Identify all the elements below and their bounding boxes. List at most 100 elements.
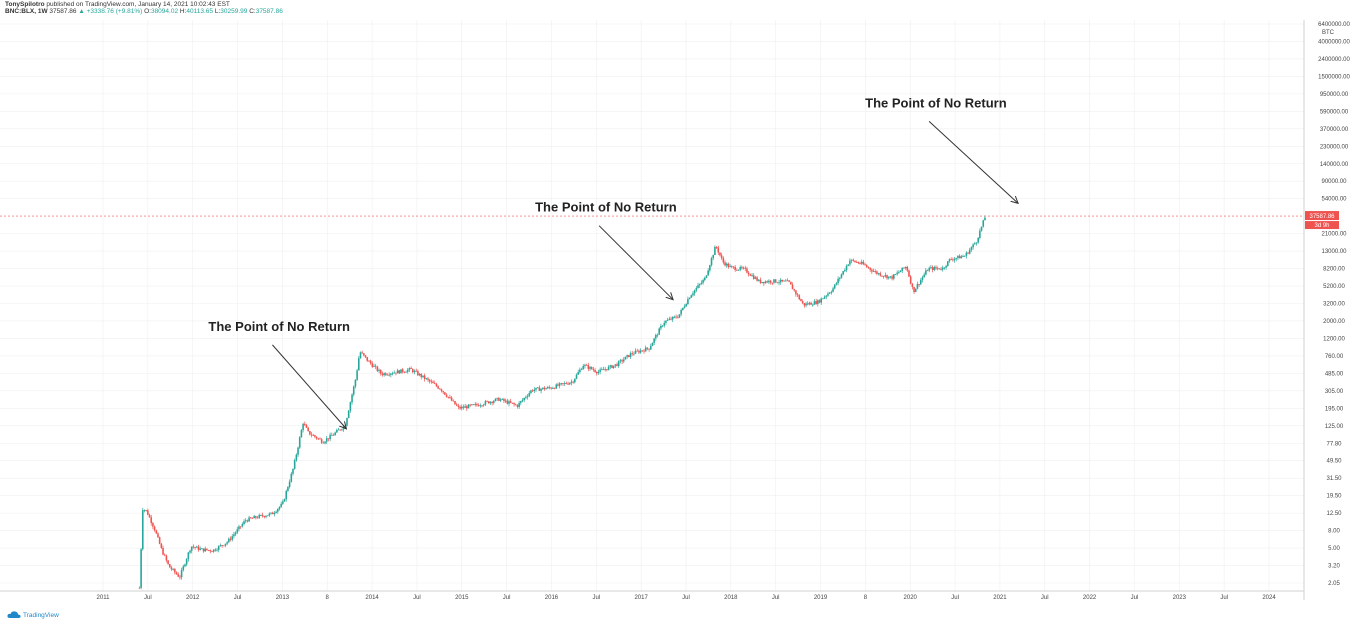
candle-body [374, 365, 377, 367]
candle-body [324, 441, 326, 444]
candle-body [628, 355, 630, 358]
candle-body [953, 258, 956, 261]
candle-body [854, 260, 856, 263]
candle-body [965, 252, 968, 256]
candle-body [768, 280, 770, 283]
candle-body [881, 275, 883, 277]
candle-body [575, 374, 578, 379]
candle-body [565, 383, 568, 384]
candle-body [707, 270, 709, 276]
candle-body [182, 566, 185, 571]
x-tick-label: 2021 [993, 595, 1007, 601]
annotation-text[interactable]: The Point of No Return [535, 200, 677, 215]
candle-body [217, 546, 220, 550]
candle-body [207, 550, 210, 551]
candle-body [800, 299, 802, 302]
candle-body [660, 325, 662, 329]
publish-info: TonySpilotro published on TradingView.co… [5, 1, 230, 9]
candle-body [489, 401, 492, 404]
candle-body [280, 503, 282, 507]
candle-body [270, 512, 272, 514]
candle-body [179, 576, 181, 578]
annotation-text[interactable]: The Point of No Return [208, 319, 350, 334]
candle-body [325, 438, 328, 442]
candle-body [541, 387, 544, 389]
candle-body [454, 401, 456, 405]
candle-body [314, 435, 316, 437]
candle-body [763, 281, 765, 284]
candle-body [439, 388, 441, 390]
candle-body [249, 517, 252, 519]
candle-body [828, 292, 831, 294]
candle-body [309, 431, 311, 435]
candle-body [430, 381, 433, 383]
candle-body [757, 279, 760, 281]
candle-body [715, 247, 718, 248]
x-tick-label: 2017 [634, 595, 648, 601]
candle-body [732, 266, 735, 268]
candle-body [972, 244, 974, 248]
candle-body [609, 365, 612, 367]
candle-body [631, 353, 634, 355]
candle-body [376, 366, 379, 371]
last-price-tag: 37587.86 3d 9h [1305, 211, 1339, 230]
candle-body [962, 256, 964, 258]
candle-body [157, 533, 159, 538]
candle-body [729, 266, 731, 268]
candle-body [698, 284, 701, 286]
candle-body [547, 387, 549, 389]
price-axis[interactable]: 6400000.00 4000000.00 2400000.00 1500000.00… [1318, 22, 1350, 587]
candle-body [813, 301, 816, 305]
currency-label: BTC [1322, 30, 1335, 36]
countdown-tag-bg [1305, 221, 1339, 230]
candle-body [138, 587, 141, 589]
candle-body [229, 538, 232, 540]
annotation-text[interactable]: The Point of No Return [865, 95, 1007, 110]
candle-body [913, 286, 915, 292]
candle-body [952, 259, 954, 261]
candle-body [872, 271, 875, 272]
candle-body [204, 548, 207, 552]
candle-body [332, 435, 335, 436]
publisher-name[interactable]: TonySpilotro [5, 1, 45, 8]
symbol-legend: BNC:BLX, 1W 37587.86 ▲ +3338.76 (+9.81%)… [5, 8, 283, 16]
symbol-name[interactable]: BNC:BLX, 1W [5, 8, 48, 15]
y-tick-label: 590000.00 [1320, 109, 1349, 115]
y-tick-label: 12.50 [1326, 511, 1342, 517]
y-tick-label: 5200.00 [1323, 284, 1345, 290]
candle-body [493, 401, 495, 403]
candle-body [452, 400, 455, 402]
candle-body [388, 374, 390, 376]
candle-body [562, 383, 564, 384]
candle-body [803, 303, 806, 306]
candle-body [369, 360, 372, 364]
candle-body [835, 283, 838, 285]
candle-body [923, 274, 925, 278]
candle-body [909, 276, 912, 284]
candle-body [957, 255, 959, 258]
candle-body [710, 258, 713, 266]
candle-body [790, 281, 792, 285]
candle-body [761, 281, 763, 283]
time-axis[interactable]: 2011 Jul 2012 Jul 2013 8 2014 Jul 2015 Jul 2016 Jul… [97, 595, 1277, 601]
candle-body [714, 247, 716, 256]
candle-body [477, 405, 480, 407]
candle-body [486, 401, 488, 403]
candle-body [347, 410, 350, 419]
candle-body [334, 432, 336, 436]
candle-body [253, 516, 255, 519]
candle-body [239, 526, 242, 528]
candle-body [457, 405, 460, 407]
candle-body [749, 274, 752, 276]
candle-body [447, 396, 450, 398]
candle-body [808, 302, 811, 305]
candle-body [499, 399, 502, 401]
footer-branding[interactable]: TradingView [7, 611, 59, 619]
candle-body [212, 549, 215, 552]
candle-body [864, 264, 866, 266]
candle-body [352, 386, 355, 395]
candle-body [354, 379, 357, 387]
candle-body [626, 355, 628, 357]
candle-body [563, 383, 566, 384]
